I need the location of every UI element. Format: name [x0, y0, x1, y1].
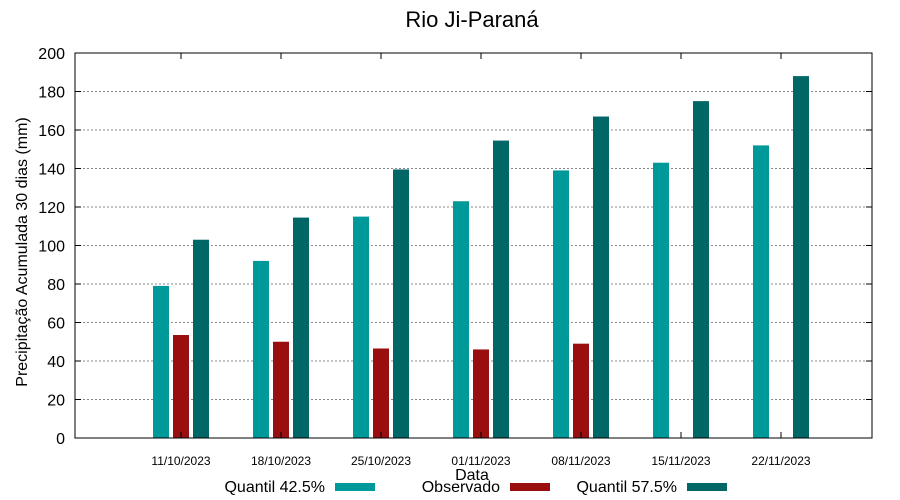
bar-quantil-57-5 [593, 116, 609, 439]
y-tick-label: 180 [38, 85, 65, 102]
bar-quantil-57-5 [293, 217, 309, 438]
y-axis-ticks: 0 20 40 60 80 100 120 140 160 180 200 [38, 46, 872, 448]
legend-swatch [335, 483, 375, 491]
x-tick-label: 18/10/2023 [251, 454, 311, 468]
bar-quantil-57-5 [193, 239, 209, 438]
bar-observado [573, 343, 589, 438]
y-axis-label: Precipitação Acumulada 30 dias (mm) [14, 117, 31, 386]
x-tick-label: 25/10/2023 [351, 454, 411, 468]
bars [153, 76, 809, 439]
y-tick-label: 200 [38, 46, 65, 63]
y-tick-label: 0 [56, 431, 65, 448]
legend-label: Quantil 42.5% [224, 479, 325, 496]
bar-quantil-42-5 [453, 201, 469, 438]
legend-label: Observado [422, 479, 500, 496]
legend-swatch [510, 483, 550, 491]
bar-quantil-42-5 [553, 170, 569, 439]
bar-quantil-57-5 [793, 76, 809, 438]
bar-quantil-42-5 [753, 145, 769, 438]
bar-quantil-57-5 [393, 169, 409, 438]
y-tick-label: 120 [38, 200, 65, 217]
y-tick-label: 160 [38, 123, 65, 140]
y-tick-label: 40 [47, 354, 65, 371]
y-tick-label: 80 [47, 277, 65, 294]
y-tick-label: 100 [38, 239, 65, 256]
y-tick-label: 140 [38, 162, 65, 179]
legend-swatch [687, 483, 727, 491]
bar-quantil-42-5 [653, 162, 669, 438]
x-tick-label: 11/10/2023 [151, 454, 210, 468]
bar-quantil-42-5 [353, 216, 369, 438]
bar-quantil-57-5 [493, 140, 509, 438]
chart-title: Rio Ji-Paraná [405, 7, 539, 32]
bar-quantil-57-5 [693, 101, 709, 438]
x-tick-label: 08/11/2023 [551, 454, 610, 468]
y-tick-label: 20 [47, 393, 65, 410]
bar-quantil-42-5 [253, 260, 269, 438]
legend: Quantil 42.5% Observado Quantil 57.5% [224, 479, 727, 496]
x-tick-label: 22/11/2023 [751, 454, 810, 468]
x-tick-label: 01/11/2023 [451, 454, 510, 468]
y-tick-label: 60 [47, 316, 65, 333]
x-tick-label: 15/11/2023 [651, 454, 710, 468]
legend-label: Quantil 57.5% [576, 479, 677, 496]
bar-observado [473, 349, 489, 438]
x-axis-label: Data [455, 467, 489, 484]
bar-quantil-42-5 [153, 285, 169, 438]
bar-observado [373, 348, 389, 438]
bar-observado [173, 335, 189, 438]
bar-observado [273, 341, 289, 438]
x-axis-ticks: 11/10/2023 18/10/2023 25/10/2023 01/11/2023… [151, 53, 811, 468]
